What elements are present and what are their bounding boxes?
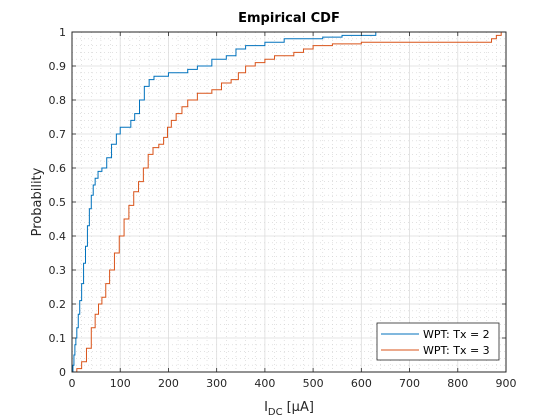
- legend-label-tx3: WPT: Tx = 3: [423, 344, 490, 357]
- x-tick-label: 500: [303, 377, 324, 390]
- x-tick-label: 0: [69, 377, 76, 390]
- x-axis-label-unit: [μA]: [287, 400, 314, 415]
- y-tick-label: 0.9: [49, 60, 67, 73]
- chart-title: Empirical CDF: [238, 11, 340, 26]
- y-tick-label: 0.5: [49, 196, 67, 209]
- y-tick-label: 0.1: [49, 332, 67, 345]
- y-tick-label: 0: [59, 366, 66, 379]
- x-tick-label: 900: [496, 377, 517, 390]
- x-tick-label: 800: [447, 377, 468, 390]
- x-tick-label: 200: [158, 377, 179, 390]
- y-tick-label: 0.2: [49, 298, 67, 311]
- y-tick-label: 0.3: [49, 264, 67, 277]
- x-tick-label: 700: [399, 377, 420, 390]
- y-tick-label: 1: [59, 26, 66, 39]
- y-tick-label: 0.7: [49, 128, 67, 141]
- x-tick-label: 600: [351, 377, 372, 390]
- x-tick-label: 400: [254, 377, 275, 390]
- y-axis-label: Probability: [30, 167, 45, 236]
- x-tick-label: 300: [206, 377, 227, 390]
- legend-label-tx2: WPT: Tx = 2: [423, 328, 490, 341]
- y-tick-label: 0.6: [49, 162, 67, 175]
- x-axis-label-subscript: DC: [268, 407, 283, 418]
- legend: WPT: Tx = 2 WPT: Tx = 3: [377, 323, 499, 360]
- x-tick-label: 100: [110, 377, 131, 390]
- y-tick-label: 0.8: [49, 94, 67, 107]
- y-tick-label: 0.4: [49, 230, 67, 243]
